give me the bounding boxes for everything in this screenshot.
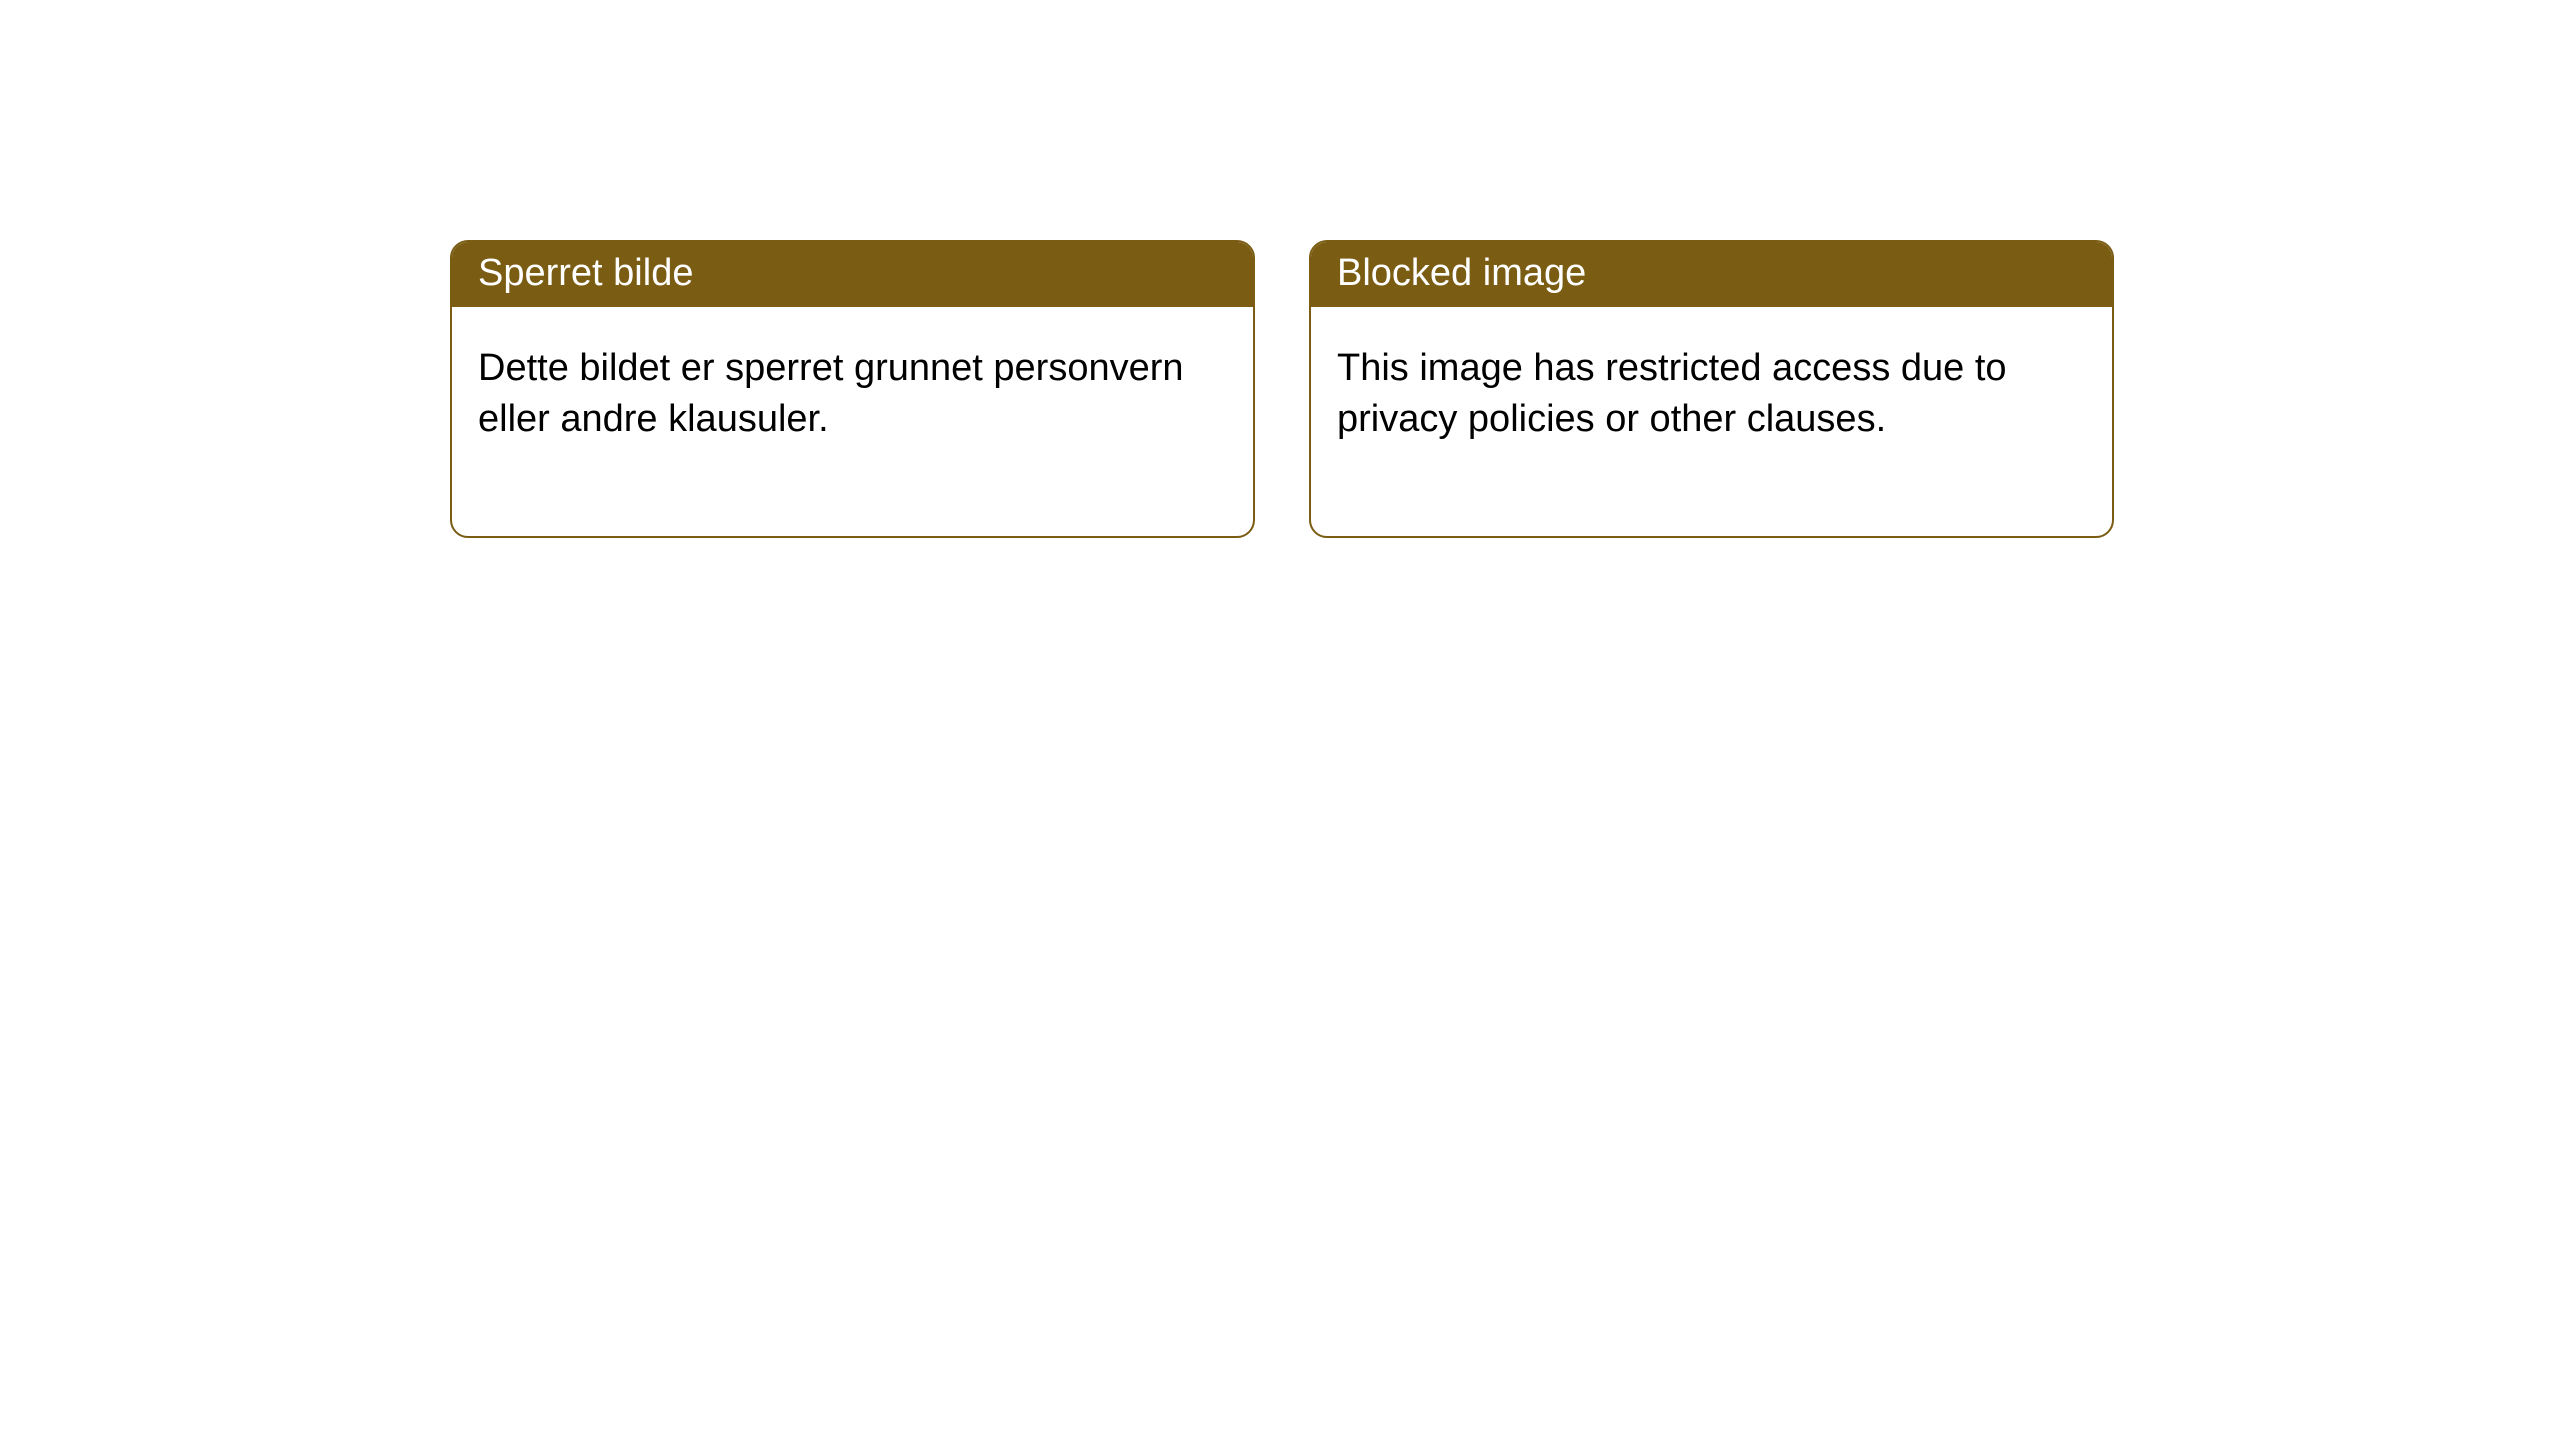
notice-body-text: Dette bildet er sperret grunnet personve… [478,347,1184,440]
notice-title: Sperret bilde [478,252,693,294]
notice-body-text: This image has restricted access due to … [1337,347,2007,440]
notice-body: Dette bildet er sperret grunnet personve… [452,307,1253,536]
notice-container: Sperret bilde Dette bildet er sperret gr… [0,0,2560,538]
notice-header: Sperret bilde [452,242,1253,307]
notice-card-english: Blocked image This image has restricted … [1309,240,2114,538]
notice-title: Blocked image [1337,252,1586,294]
notice-card-norwegian: Sperret bilde Dette bildet er sperret gr… [450,240,1255,538]
notice-header: Blocked image [1311,242,2112,307]
notice-body: This image has restricted access due to … [1311,307,2112,536]
